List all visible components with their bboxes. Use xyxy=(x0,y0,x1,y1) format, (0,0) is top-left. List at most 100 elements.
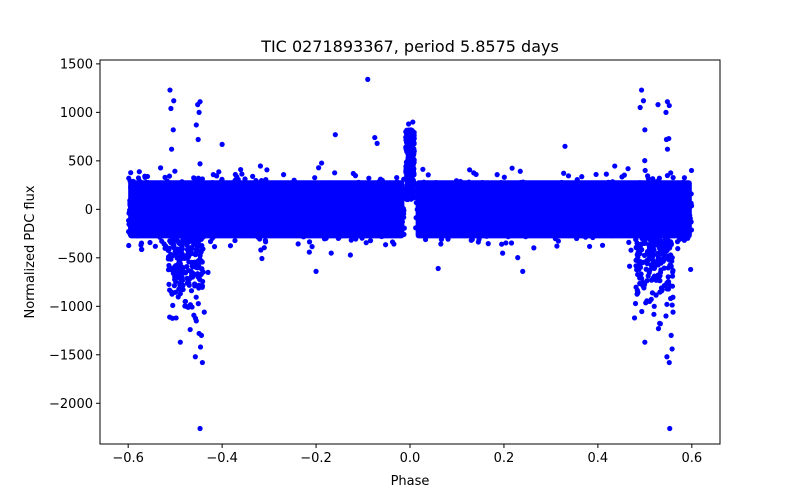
data-point xyxy=(610,210,616,216)
data-point xyxy=(617,209,623,216)
data-point xyxy=(179,232,185,238)
data-point xyxy=(404,196,411,202)
data-point xyxy=(195,272,202,278)
data-point xyxy=(413,225,419,231)
y-tick-label: 0 xyxy=(85,203,93,218)
data-point xyxy=(488,219,494,225)
y-tick-label: −2000 xyxy=(49,397,93,412)
data-point-outlier xyxy=(408,127,414,133)
data-point xyxy=(608,201,615,208)
data-point xyxy=(664,186,670,192)
data-point xyxy=(276,228,283,234)
data-point xyxy=(137,199,143,205)
data-point xyxy=(349,206,355,212)
data-point xyxy=(651,311,657,317)
data-point xyxy=(652,211,658,217)
data-point xyxy=(338,213,344,219)
data-point xyxy=(197,161,203,167)
data-point xyxy=(407,145,413,151)
data-point xyxy=(271,228,278,235)
data-point xyxy=(455,207,462,213)
data-point xyxy=(211,233,217,240)
data-point-outlier xyxy=(192,354,198,360)
data-point xyxy=(157,211,163,217)
data-point xyxy=(207,238,214,245)
data-point xyxy=(273,219,279,225)
x-tick-label: −0.4 xyxy=(206,451,238,466)
data-point xyxy=(211,244,218,250)
data-point xyxy=(126,210,132,216)
data-point xyxy=(537,197,543,203)
data-point xyxy=(492,183,498,190)
data-point xyxy=(406,174,412,180)
data-point xyxy=(410,177,416,183)
data-point xyxy=(628,247,634,253)
data-point xyxy=(137,218,143,224)
data-point xyxy=(166,246,172,252)
data-point xyxy=(251,182,258,188)
data-point xyxy=(668,203,674,209)
data-point xyxy=(139,225,145,232)
data-point xyxy=(168,239,174,246)
data-point xyxy=(650,246,656,252)
data-point xyxy=(424,215,430,221)
data-point xyxy=(197,276,203,283)
data-point xyxy=(138,214,144,220)
data-point xyxy=(630,223,636,229)
x-tick-label: −0.2 xyxy=(300,451,332,466)
data-point xyxy=(430,185,436,191)
data-point xyxy=(244,201,250,207)
data-point xyxy=(379,220,385,226)
data-point-outlier xyxy=(655,326,662,332)
data-point xyxy=(298,208,304,214)
data-point xyxy=(398,225,404,232)
data-point xyxy=(212,201,218,208)
data-point xyxy=(394,179,400,185)
data-point xyxy=(554,243,560,249)
data-point xyxy=(168,193,175,200)
data-point-outlier xyxy=(666,359,672,366)
data-point xyxy=(171,283,177,289)
data-point xyxy=(172,237,178,243)
data-point-outlier xyxy=(666,102,672,109)
data-point xyxy=(363,211,370,217)
data-point xyxy=(194,219,200,225)
data-point xyxy=(219,176,225,182)
data-point xyxy=(258,178,265,184)
data-point xyxy=(613,186,619,192)
data-point xyxy=(626,191,632,197)
data-point xyxy=(688,266,694,273)
data-point-outlier xyxy=(640,98,647,104)
data-point xyxy=(649,263,655,269)
data-point xyxy=(549,198,555,204)
data-point xyxy=(335,235,341,241)
data-point xyxy=(166,212,172,218)
data-point-outlier xyxy=(193,122,199,128)
data-point xyxy=(663,230,669,236)
data-point xyxy=(393,202,400,209)
data-point xyxy=(238,166,244,173)
data-point xyxy=(661,252,667,258)
data-point xyxy=(253,177,259,184)
data-point xyxy=(167,314,173,320)
data-point xyxy=(591,219,597,225)
data-point xyxy=(263,191,269,197)
data-point xyxy=(228,217,234,223)
data-point xyxy=(405,170,412,176)
data-point xyxy=(475,220,481,226)
data-point xyxy=(664,301,670,307)
data-point xyxy=(688,203,695,209)
data-point xyxy=(470,203,477,209)
data-point-outlier xyxy=(638,87,645,93)
data-point xyxy=(553,196,559,202)
data-point xyxy=(309,244,315,250)
data-point xyxy=(133,190,139,197)
data-point xyxy=(293,229,299,235)
data-point xyxy=(642,158,648,164)
data-point xyxy=(130,178,136,184)
data-point xyxy=(566,209,573,215)
data-point xyxy=(392,190,398,196)
data-point xyxy=(316,165,322,171)
data-point xyxy=(191,175,197,181)
data-point xyxy=(605,217,611,223)
